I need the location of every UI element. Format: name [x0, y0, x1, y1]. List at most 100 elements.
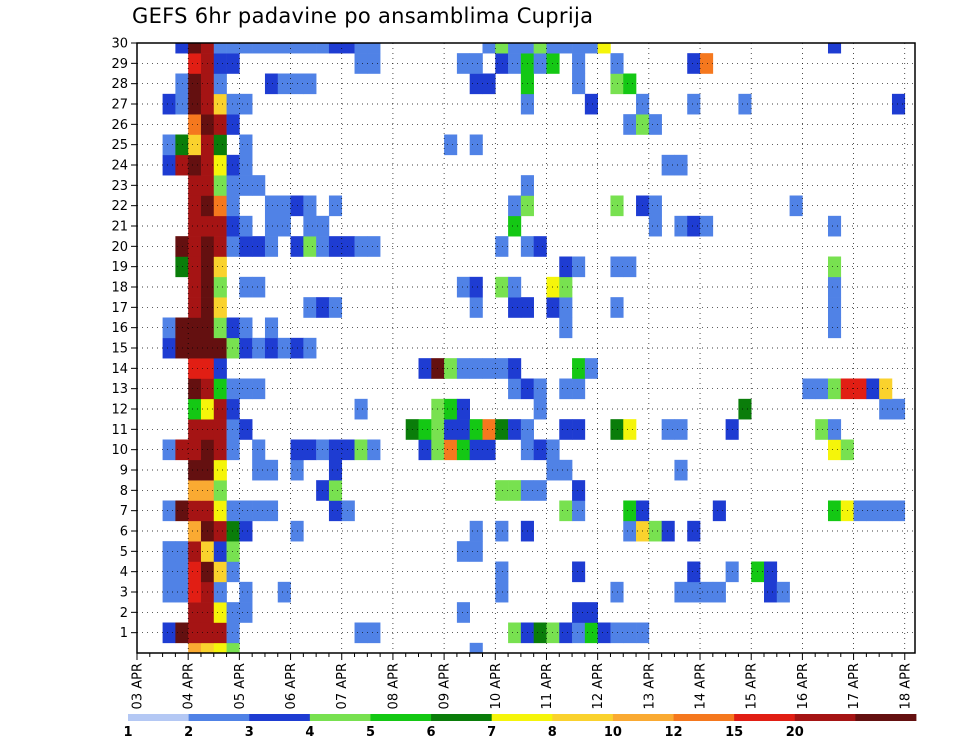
heatmap-cell — [597, 622, 611, 644]
heatmap-cell — [239, 93, 253, 115]
y-tick-label: 27 — [111, 98, 128, 113]
heatmap-cell — [188, 215, 202, 237]
heatmap-cell — [200, 43, 215, 54]
x-tick-label: 13 APR — [642, 663, 657, 709]
heatmap-cell — [303, 297, 317, 318]
heatmap-cell — [469, 276, 483, 298]
heatmap-cell — [367, 622, 381, 644]
heatmap-cell — [456, 439, 470, 461]
heatmap-cell — [213, 622, 227, 644]
heatmap-cell — [712, 581, 726, 603]
heatmap-cell — [508, 358, 522, 379]
legend-swatch — [552, 714, 614, 721]
x-tick-label: 08 APR — [386, 663, 401, 709]
heatmap-cell — [508, 43, 522, 54]
y-tick-label: 10 — [111, 443, 128, 458]
heatmap-cell — [264, 317, 279, 339]
heatmap-cell — [226, 622, 240, 644]
heatmap-cell — [277, 73, 291, 95]
heatmap-cell — [252, 236, 266, 257]
heatmap-cell — [444, 439, 458, 461]
y-tick-label: 21 — [111, 220, 128, 235]
heatmap-cell — [175, 134, 189, 156]
heatmap-cell — [162, 317, 176, 339]
grid-lines — [137, 42, 915, 653]
heatmap-cell — [200, 642, 215, 654]
heatmap-cell — [226, 154, 240, 176]
heatmap-cell — [264, 236, 279, 257]
heatmap-cell — [738, 398, 752, 420]
heatmap-cell — [213, 195, 227, 217]
heatmap-cell — [328, 439, 343, 461]
heatmap-cell — [188, 154, 202, 176]
heatmap-cell — [316, 43, 330, 54]
heatmap-cell — [572, 500, 586, 522]
legend-tick-label: 8 — [548, 725, 557, 740]
heatmap-cell — [303, 337, 317, 359]
heatmap-cell — [328, 459, 343, 481]
heatmap-cell — [226, 541, 240, 562]
heatmap-cell — [469, 439, 483, 461]
heatmap-cell — [827, 43, 842, 54]
heatmap-cell — [482, 439, 496, 461]
heatmap-cell — [213, 93, 227, 115]
heatmap-cell — [584, 622, 598, 644]
x-tick-label: 07 APR — [335, 663, 350, 709]
heatmap-cell — [264, 459, 279, 481]
heatmap-cell — [188, 276, 202, 298]
heatmap-cell — [661, 154, 675, 176]
heatmap-cell — [572, 73, 586, 95]
heatmap-cell — [482, 419, 496, 440]
heatmap-cell — [827, 500, 842, 522]
legend-tick-label: 1 — [123, 725, 132, 740]
x-tick-label: 17 APR — [847, 663, 862, 709]
heatmap-cell — [226, 561, 240, 583]
heatmap-cell — [559, 419, 573, 440]
x-tick-label: 03 APR — [131, 663, 146, 709]
heatmap-cell — [508, 276, 522, 298]
heatmap-cell — [226, 520, 240, 542]
heatmap-cell — [623, 256, 637, 278]
heatmap-cell — [213, 215, 227, 237]
x-tick-label: 05 APR — [233, 663, 248, 709]
heatmap-cell — [264, 337, 279, 359]
y-tick-label: 1 — [120, 626, 128, 641]
heatmap-cell — [508, 297, 522, 318]
heatmap-cell — [188, 500, 202, 522]
heatmap-cell — [252, 276, 266, 298]
heatmap-cell — [213, 520, 227, 542]
heatmap-cell — [188, 337, 202, 359]
heatmap-cell — [213, 642, 227, 654]
heatmap-cell — [162, 337, 176, 359]
heatmap-cell — [213, 134, 227, 156]
heatmap-cell — [559, 297, 573, 318]
legend-swatch — [249, 714, 311, 721]
y-tick-label: 30 — [111, 37, 128, 52]
heatmap-cell — [827, 276, 842, 298]
heatmap-cell — [648, 215, 662, 237]
heatmap-cell — [277, 581, 291, 603]
heatmap-cell — [213, 541, 227, 562]
x-tick-label: 18 APR — [898, 663, 913, 709]
heatmap-cell — [226, 602, 240, 623]
heatmap-cell — [546, 459, 560, 481]
heatmap-cell — [533, 43, 547, 54]
x-tick-label: 10 APR — [489, 663, 504, 709]
heatmap-cell — [162, 93, 176, 115]
heatmap-cell — [508, 195, 522, 217]
y-tick-label: 12 — [111, 403, 128, 418]
legend-swatch — [309, 714, 371, 721]
heatmap-cell — [328, 195, 343, 217]
heatmap-cell — [226, 175, 240, 196]
heatmap-cell — [328, 43, 343, 54]
heatmap-cell — [418, 439, 432, 461]
heatmap-cell — [495, 419, 509, 440]
heatmap-cell — [674, 419, 688, 440]
heatmap-cell — [226, 337, 240, 359]
heatmap-cell — [623, 500, 637, 522]
heatmap-cell — [188, 602, 202, 623]
heatmap-cell — [827, 419, 842, 440]
legend-tick-label: 6 — [427, 725, 436, 740]
heatmap-cell — [687, 53, 701, 74]
heatmap-cell — [572, 43, 586, 54]
